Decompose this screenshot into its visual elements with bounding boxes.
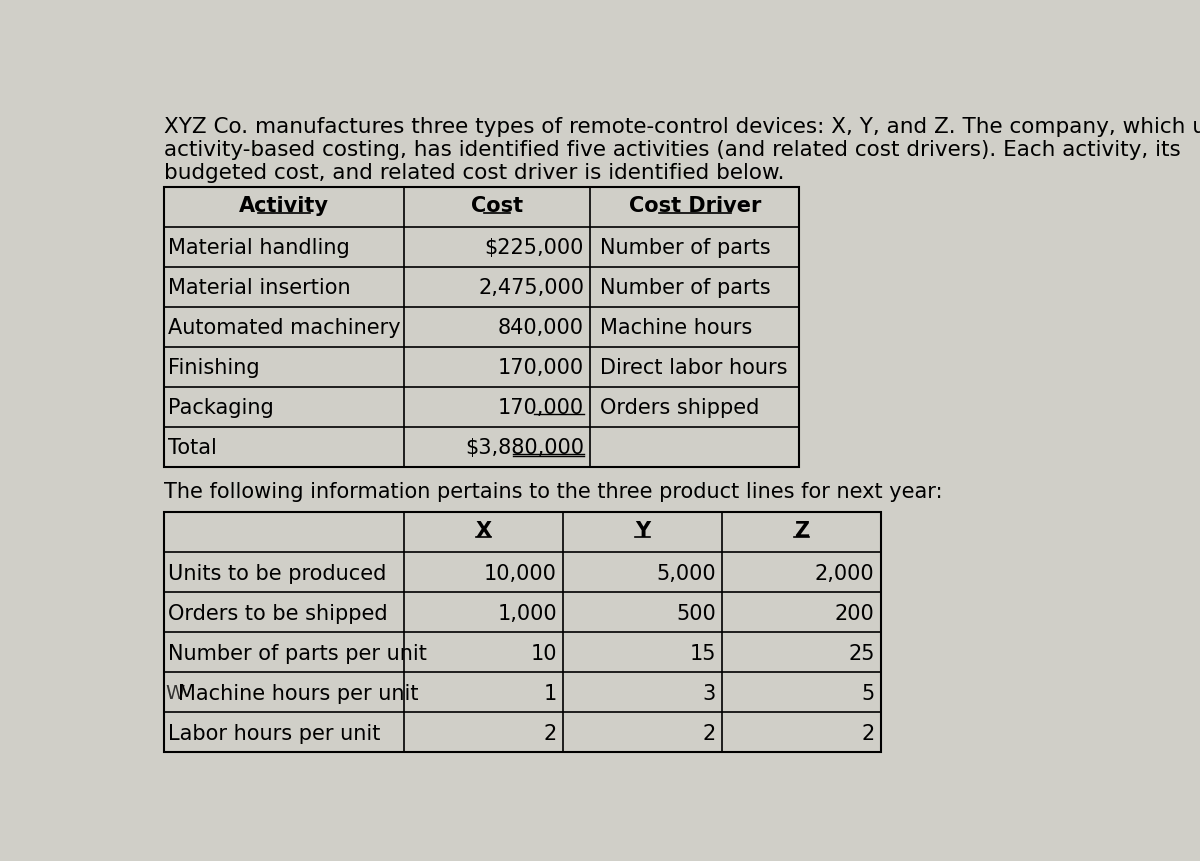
Text: 2,475,000: 2,475,000: [478, 278, 584, 298]
Text: Finishing: Finishing: [168, 358, 259, 378]
Bar: [164, 188, 799, 468]
Text: XYZ Co. manufactures three types of remote-control devices: X, Y, and Z. The com: XYZ Co. manufactures three types of remo…: [164, 117, 1200, 137]
Text: Units to be produced: Units to be produced: [168, 563, 386, 583]
Text: Number of parts: Number of parts: [600, 278, 770, 298]
Text: 1,000: 1,000: [497, 604, 557, 623]
Text: Automated machinery: Automated machinery: [168, 318, 401, 338]
Text: Y: Y: [635, 520, 650, 540]
Bar: [164, 512, 881, 753]
Text: Activity: Activity: [239, 195, 329, 215]
Text: X: X: [475, 520, 492, 540]
Text: 15: 15: [689, 643, 715, 663]
Text: Direct labor hours: Direct labor hours: [600, 358, 787, 378]
Text: 2: 2: [702, 723, 715, 743]
Text: 25: 25: [848, 643, 875, 663]
Text: Orders to be shipped: Orders to be shipped: [168, 604, 388, 623]
Text: 200: 200: [835, 604, 875, 623]
Text: 1: 1: [544, 684, 557, 703]
Text: 5,000: 5,000: [656, 563, 715, 583]
Text: W: W: [166, 684, 185, 703]
Text: Number of parts: Number of parts: [600, 238, 770, 258]
Text: $225,000: $225,000: [485, 238, 584, 258]
Text: Material handling: Material handling: [168, 238, 349, 258]
Text: $3,880,000: $3,880,000: [466, 438, 584, 458]
Text: Total: Total: [168, 438, 217, 458]
Text: 170,000: 170,000: [498, 358, 584, 378]
Text: 10,000: 10,000: [484, 563, 557, 583]
Text: Z: Z: [794, 520, 809, 540]
Text: activity-based costing, has identified five activities (and related cost drivers: activity-based costing, has identified f…: [164, 140, 1181, 160]
Text: Material insertion: Material insertion: [168, 278, 350, 298]
Text: budgeted cost, and related cost driver is identified below.: budgeted cost, and related cost driver i…: [164, 164, 785, 183]
Text: Orders shipped: Orders shipped: [600, 398, 758, 418]
Text: 170,000: 170,000: [498, 398, 584, 418]
Text: 10: 10: [530, 643, 557, 663]
Text: 840,000: 840,000: [498, 318, 584, 338]
Text: Cost Driver: Cost Driver: [629, 195, 761, 215]
Text: 500: 500: [676, 604, 715, 623]
Text: The following information pertains to the three product lines for next year:: The following information pertains to th…: [164, 481, 942, 502]
Text: Labor hours per unit: Labor hours per unit: [168, 723, 380, 743]
Text: 2: 2: [862, 723, 875, 743]
Text: 3: 3: [702, 684, 715, 703]
Text: Packaging: Packaging: [168, 398, 274, 418]
Text: 2: 2: [544, 723, 557, 743]
Text: Cost: Cost: [472, 195, 523, 215]
Text: Machine hours per unit: Machine hours per unit: [178, 684, 419, 703]
Text: Machine hours: Machine hours: [600, 318, 751, 338]
Text: Number of parts per unit: Number of parts per unit: [168, 643, 427, 663]
Text: 5: 5: [862, 684, 875, 703]
Text: 2,000: 2,000: [815, 563, 875, 583]
